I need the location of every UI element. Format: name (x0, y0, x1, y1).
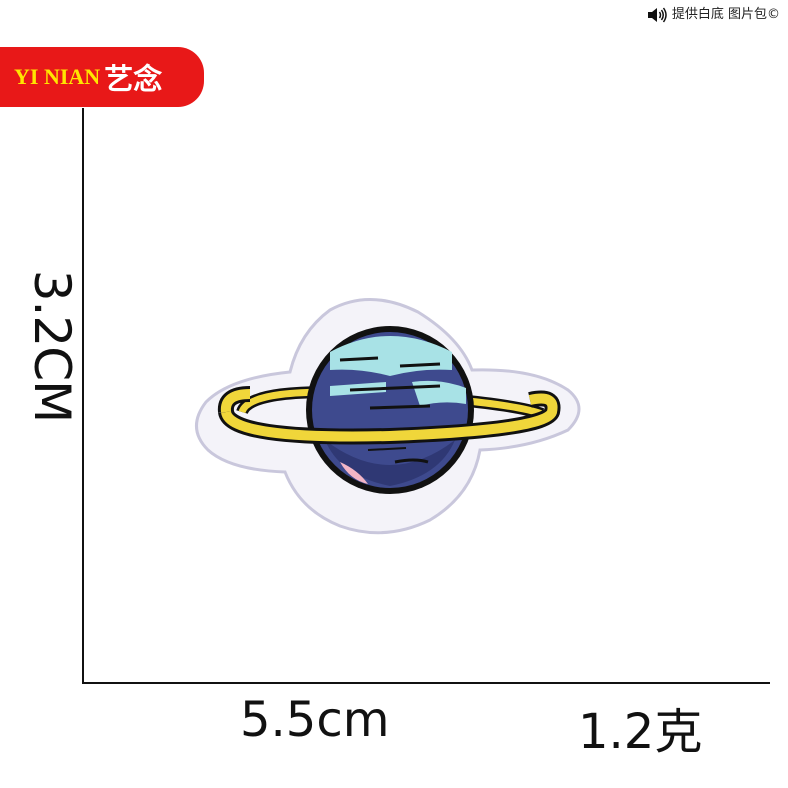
planet-patch-image (190, 290, 582, 540)
watermark: 提供白底 图片包© (646, 6, 780, 24)
weight-label: 1.2克 (578, 704, 703, 760)
brand-latin-name: YI NIAN (14, 64, 101, 89)
width-axis-line (82, 682, 770, 684)
brand-chinese-name: 艺念 (104, 62, 163, 96)
height-dimension-label: 3.2CM (23, 269, 81, 423)
brand-tag: YI NIAN 艺念 (0, 47, 204, 107)
height-axis-line (82, 108, 84, 684)
width-dimension-label: 5.5cm (240, 692, 390, 748)
speaker-icon (646, 6, 668, 24)
watermark-text: 提供白底 图片包© (671, 7, 780, 22)
